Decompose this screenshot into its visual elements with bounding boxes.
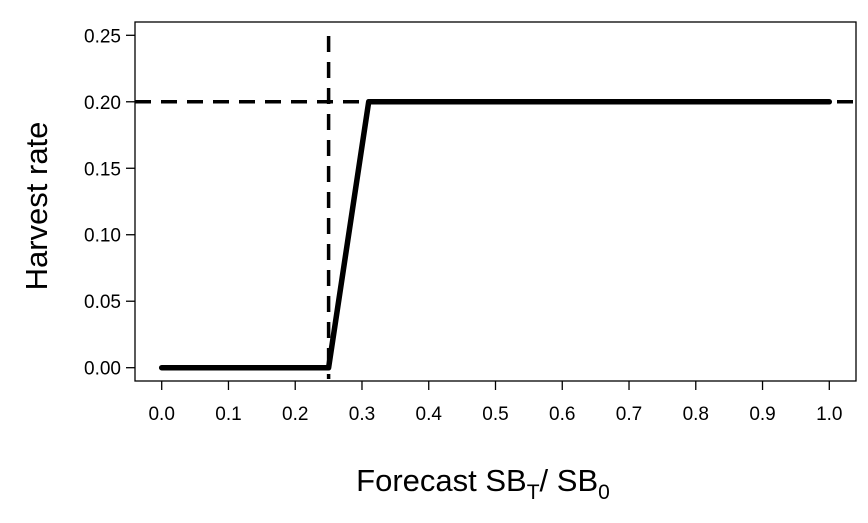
x-tick-label: 0.2 [282, 404, 308, 425]
y-axis-title: Harvest rate [19, 122, 54, 291]
y-tick-label: 0.10 [84, 226, 121, 247]
x-tick-label: 0.3 [349, 404, 375, 425]
x-tick-label: 0.1 [215, 404, 241, 425]
x-axis-title-mid: / SB [540, 463, 599, 498]
x-axis-title: Forecast SBT/ SB0 [356, 463, 610, 504]
x-axis-title-main: Forecast SB [356, 463, 527, 498]
y-tick-label: 0.00 [84, 359, 121, 380]
y-tick-label: 0.25 [84, 26, 121, 47]
y-tick-label: 0.20 [84, 93, 121, 114]
reference-lines [135, 36, 856, 379]
x-tick-label: 1.0 [816, 404, 842, 425]
harvest-rate-line [158, 99, 833, 371]
x-tick-label: 0.9 [749, 404, 775, 425]
series-group [158, 99, 833, 371]
x-tick-label: 0.6 [549, 404, 575, 425]
x-axis-title-sub-0: 0 [598, 481, 610, 504]
y-axis: 0.00 0.05 0.10 0.15 0.20 0.25 [84, 26, 135, 380]
x-axis-title-sub-t: T [527, 481, 540, 504]
x-tick-label: 0.8 [683, 404, 709, 425]
x-tick-label: 0.4 [416, 404, 443, 425]
x-tick-label: 0.5 [482, 404, 508, 425]
x-axis: 0.0 0.1 0.2 0.3 0.4 0.5 0.6 0.7 0.8 0.9 1.0 [148, 381, 843, 425]
y-tick-label: 0.05 [84, 292, 121, 313]
plot-frame [134, 21, 857, 382]
x-tick-label: 0.0 [148, 404, 174, 425]
x-tick-label: 0.7 [616, 404, 642, 425]
y-tick-label: 0.15 [84, 159, 121, 180]
